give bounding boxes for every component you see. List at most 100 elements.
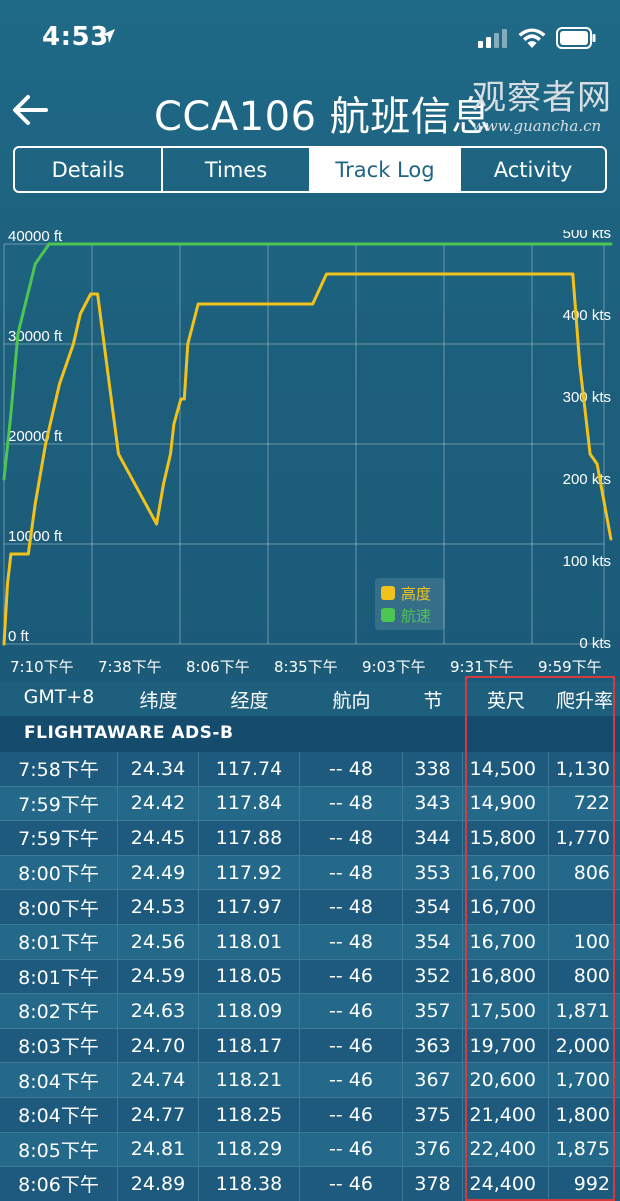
- speed-series-line: [2, 242, 613, 481]
- cell-feet: 16,700: [463, 890, 549, 924]
- cell-longitude: 117.97: [199, 890, 300, 924]
- table-row[interactable]: 8:01下午 24.59 118.05 -- 46 352 16,800 800: [0, 959, 620, 995]
- cell-time: 8:00下午: [0, 855, 118, 890]
- column-header-knots: 节: [423, 690, 443, 712]
- cell-feet: 16,700: [463, 855, 549, 890]
- cell-heading: -- 48: [300, 855, 403, 890]
- cell-longitude: 118.09: [199, 994, 300, 1028]
- cell-longitude: 118.25: [199, 1097, 300, 1132]
- cell-latitude: 24.77: [118, 1097, 199, 1132]
- table-row[interactable]: 7:59下午 24.42 117.84 -- 48 343 14,900 722: [0, 786, 620, 822]
- right-axis-tick-label: 300 kts: [563, 389, 611, 406]
- track-chart-svg: 0 ft 10000 ft 20000 ft 30000 ft 40000 ft 0 kt…: [2, 230, 613, 676]
- x-axis-tick-label: 7:10下午: [10, 658, 74, 676]
- cell-longitude: 118.29: [199, 1132, 300, 1167]
- cell-knots: 357: [403, 994, 463, 1028]
- cell-latitude: 24.81: [118, 1132, 199, 1167]
- cell-climb-rate: 1,875: [555, 1138, 610, 1161]
- cell-latitude: 24.49: [118, 855, 199, 890]
- cell-time: 7:59下午: [0, 786, 118, 821]
- legend-item-altitude: 高度: [381, 582, 439, 604]
- column-header-time: GMT+8: [23, 686, 95, 708]
- tab-activity[interactable]: Activity: [493, 157, 573, 182]
- table-row[interactable]: 7:59下午 24.45 117.88 -- 48 344 15,800 1,770: [0, 821, 620, 856]
- status-bar: 4:53: [0, 0, 620, 76]
- cell-knots: 363: [403, 1028, 463, 1063]
- table-row[interactable]: 8:06下午 24.89 118.38 -- 46 378 24,400 992: [0, 1167, 620, 1201]
- legend-label-speed: 航速: [401, 606, 432, 625]
- cell-knots: 338: [403, 752, 463, 786]
- cell-longitude: 118.21: [199, 1063, 300, 1097]
- cell-knots: 353: [403, 855, 463, 890]
- cell-time: 8:01下午: [0, 924, 118, 959]
- column-header-latitude: 纬度: [139, 690, 178, 712]
- cell-climb-rate: 800: [573, 965, 610, 988]
- cell-latitude: 24.53: [118, 890, 199, 924]
- cell-feet: 17,500: [463, 994, 549, 1028]
- column-header-feet: 英尺: [486, 690, 525, 712]
- cell-longitude: 118.01: [199, 924, 300, 959]
- table-row[interactable]: 8:00下午 24.53 117.97 -- 48 354 16,700: [0, 890, 620, 925]
- table-row[interactable]: 8:00下午 24.49 117.92 -- 48 353 16,700 806: [0, 855, 620, 891]
- tab-bar: Details Times Track Log Activity: [13, 146, 607, 193]
- cell-feet: 16,700: [463, 924, 549, 959]
- cell-feet: 24,400: [463, 1167, 549, 1201]
- table-row[interactable]: 8:04下午 24.77 118.25 -- 46 375 21,400 1,800: [0, 1097, 620, 1133]
- cell-knots: 376: [403, 1132, 463, 1167]
- column-header-longitude: 经度: [230, 690, 269, 712]
- watermark-url: www.guancha.cn: [472, 117, 602, 135]
- tab-track-log[interactable]: Track Log: [311, 148, 461, 191]
- table-row[interactable]: 8:04下午 24.74 118.21 -- 46 367 20,600 1,700: [0, 1063, 620, 1098]
- cell-heading: -- 48: [300, 890, 403, 924]
- table-row[interactable]: 8:02下午 24.63 118.09 -- 46 357 17,500 1,871: [0, 994, 620, 1029]
- cell-heading: -- 48: [300, 821, 403, 855]
- table-row[interactable]: 7:58下午 24.34 117.74 -- 48 338 14,500 1,130: [0, 752, 620, 787]
- cell-climb-rate: 100: [573, 930, 610, 953]
- source-label: FLIGHTAWARE ADS-B: [24, 723, 234, 743]
- cell-climb-rate: 1,871: [555, 999, 610, 1022]
- cell-climb-rate: 1,770: [555, 826, 610, 849]
- cell-feet: 16,800: [463, 959, 549, 994]
- cell-time: 8:06下午: [0, 1167, 118, 1201]
- cell-latitude: 24.56: [118, 924, 199, 959]
- table-row[interactable]: 8:01下午 24.56 118.01 -- 48 354 16,700 100: [0, 924, 620, 960]
- cell-latitude: 24.42: [118, 786, 199, 821]
- cell-knots: 367: [403, 1063, 463, 1097]
- right-axis-tick-label: 400 kts: [563, 307, 611, 324]
- header: CCA106 航班信息 观察者网 www.guancha.cn: [0, 76, 620, 142]
- tab-details[interactable]: Details: [15, 148, 163, 191]
- cell-heading: -- 46: [300, 994, 403, 1028]
- cell-heading: -- 46: [300, 1097, 403, 1132]
- table-row[interactable]: 8:03下午 24.70 118.17 -- 46 363 19,700 2,000: [0, 1028, 620, 1064]
- x-axis-tick-label: 9:03下午: [362, 658, 426, 676]
- cell-time: 8:01下午: [0, 959, 118, 994]
- cell-heading: -- 48: [300, 786, 403, 821]
- legend-swatch-altitude: [381, 586, 395, 600]
- tab-times[interactable]: Times: [163, 148, 311, 191]
- cell-heading: -- 46: [300, 1132, 403, 1167]
- right-axis-tick-label: 100 kts: [563, 553, 611, 570]
- cell-heading: -- 48: [300, 752, 403, 786]
- cell-knots: 352: [403, 959, 463, 994]
- cell-feet: 20,600: [463, 1063, 549, 1097]
- cell-latitude: 24.70: [118, 1028, 199, 1063]
- table-row[interactable]: 8:05下午 24.81 118.29 -- 46 376 22,400 1,875: [0, 1132, 620, 1168]
- cell-climb-rate: 1,700: [555, 1069, 610, 1092]
- left-axis-tick-label: 20000 ft: [8, 428, 63, 445]
- back-button[interactable]: [10, 90, 50, 130]
- cell-longitude: 117.74: [199, 752, 300, 786]
- cell-time: 7:58下午: [0, 752, 118, 786]
- cell-longitude: 117.84: [199, 786, 300, 821]
- cell-latitude: 24.74: [118, 1063, 199, 1097]
- track-log-table: 7:58下午 24.34 117.74 -- 48 338 14,500 1,130 7:59…: [0, 752, 620, 1201]
- cell-climb-rate: 1,130: [555, 757, 610, 780]
- wifi-icon: [518, 27, 546, 53]
- signal-icon: [478, 28, 508, 52]
- left-axis-tick-label: 30000 ft: [8, 328, 63, 345]
- cell-latitude: 24.45: [118, 821, 199, 855]
- watermark: 观察者网 www.guancha.cn: [472, 78, 612, 134]
- altitude-series-line: [2, 272, 613, 646]
- right-axis-tick-label: 500 kts: [563, 230, 611, 242]
- cell-knots: 375: [403, 1097, 463, 1132]
- cell-latitude: 24.63: [118, 994, 199, 1028]
